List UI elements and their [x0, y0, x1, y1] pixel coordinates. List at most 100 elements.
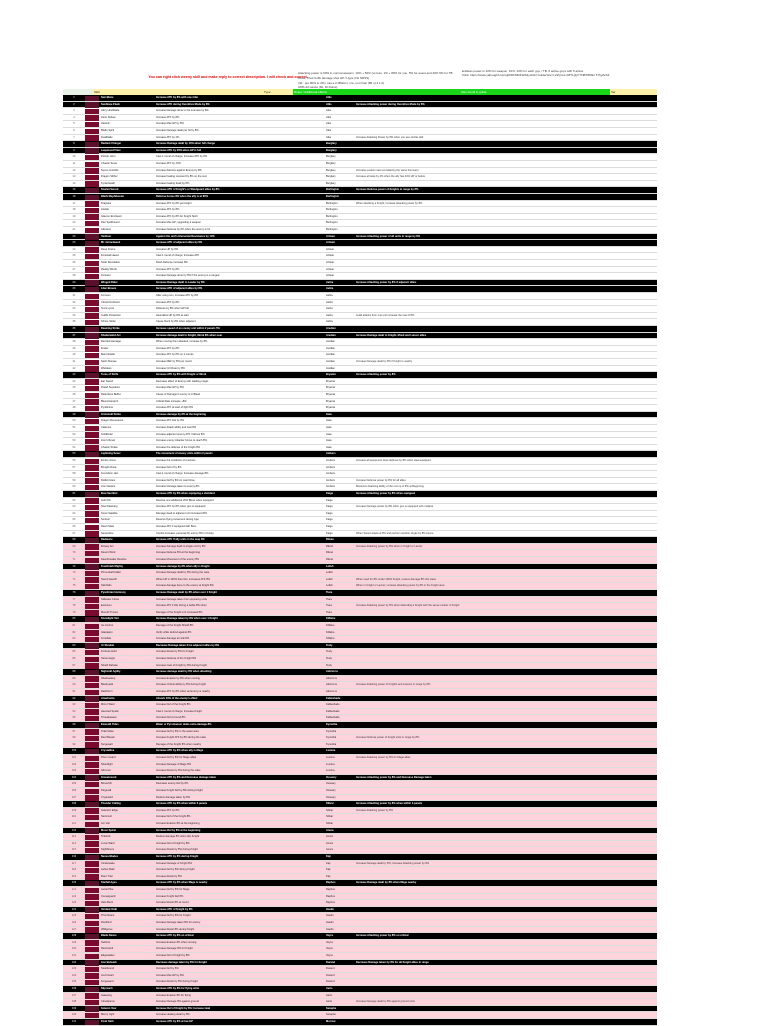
skill-effect[interactable]: Increase ATK by 8% with Knight or Monk [156, 373, 207, 377]
skill-type[interactable]: Gaelin [326, 921, 334, 924]
skill-effect[interactable]: Increase HP by 8% [156, 247, 179, 251]
skill-note[interactable] [356, 900, 531, 907]
skill-type[interactable]: Anura [326, 828, 334, 832]
table-row[interactable]: 21 Adesium Increase Defense by 8% when the… [63, 227, 657, 234]
skill-name[interactable]: Galewing [101, 993, 112, 997]
skill-note[interactable] [356, 610, 531, 617]
skill-type[interactable]: Aredian [326, 366, 335, 370]
table-row[interactable]: 109 Galvanic Edge Increase ATK by 8% Sillva… [63, 807, 657, 815]
table-row[interactable]: 79 Moonlit Trance Damage of the Knight uni… [63, 609, 657, 617]
skill-name[interactable]: Flowey Arc [101, 544, 114, 548]
skill-name[interactable]: Forestall Haven [101, 254, 120, 258]
skill-note[interactable] [356, 927, 531, 934]
skill-note[interactable] [356, 537, 531, 544]
skill-note[interactable]: When used for 8% under 100% Knight, rece… [356, 577, 437, 581]
skill-effect[interactable]: Against the unit's Elemental Resistance … [156, 234, 215, 238]
table-row[interactable]: 130 Razorwind Increase Damage 8% for Knigh… [63, 946, 657, 953]
skill-effect[interactable]: Increase Damage dealt by 10% when full c… [156, 142, 215, 146]
skill-name[interactable]: Noel Kalebarg [101, 505, 118, 509]
skill-type[interactable]: Adonis Ia [326, 676, 337, 680]
skill-name[interactable]: Astral Pike [101, 888, 114, 891]
table-row[interactable]: 42 Wieldess Increase Crit Rate by 8% Aredia… [63, 365, 657, 373]
skill-type[interactable]: Durand [326, 967, 335, 971]
skill-effect[interactable]: Increase Defense by 8% when the enemy is… [156, 228, 211, 231]
skill-note[interactable] [356, 643, 531, 650]
skill-name[interactable]: Winged Rider [101, 280, 118, 284]
skill-note[interactable]: Increase all stats by 4% when the ally h… [356, 175, 425, 179]
skill-effect[interactable]: Damage of the Knight Shield 8% [156, 624, 194, 627]
skill-effect[interactable]: Increase ATK by 8% [156, 300, 180, 304]
skill-name[interactable]: Arc Veil [101, 822, 110, 825]
skill-type[interactable]: Anura [326, 848, 333, 852]
skill-name[interactable]: Dragstra [101, 201, 111, 205]
table-row[interactable]: 91 Darkthorn Increase ATK by 8% when an En… [63, 689, 657, 696]
skill-name[interactable]: Finder [101, 346, 109, 350]
skill-effect[interactable]: Increase Damage dealt by 8% during the L… [156, 571, 210, 575]
skill-effect[interactable]: Heal allies HP by 8% at start [156, 313, 189, 317]
skill-type[interactable]: Gaia [326, 426, 332, 429]
skill-note[interactable] [356, 742, 531, 749]
table-row[interactable]: 123 Halo Burst Increase Resist 8% at round… [63, 900, 657, 907]
skill-note[interactable]: Increase Attacking power by 8% if adjace… [356, 280, 417, 284]
skill-effect[interactable]: Increase ATK by 20% when HP is full [156, 148, 202, 152]
skill-type[interactable]: Veyra [326, 934, 333, 938]
skill-effect[interactable]: Increase Defense 8% at the beginning [156, 551, 200, 555]
skill-effect[interactable]: Increase ATK by 8% [156, 346, 180, 350]
skill-type[interactable]: Tiara [326, 604, 332, 608]
skill-type[interactable]: Kaige [326, 531, 333, 535]
skill-effect[interactable]: Increase ATK by 8% for Knight Spirit [156, 214, 198, 218]
table-row[interactable]: 54 Chaotic Strata Increase the defense of … [63, 444, 657, 452]
skill-name[interactable]: Radiant Charger [101, 142, 122, 146]
table-row[interactable]: 92 Anachorite Absorb 40% of the enemy's ef… [63, 695, 657, 703]
skill-note[interactable]: Guild attacks from one unit increase the… [356, 313, 415, 317]
table-row[interactable]: 110 Stormcoil Increase Def of the Knight 8… [63, 814, 657, 821]
skill-note[interactable] [356, 451, 531, 458]
skill-type[interactable]: Bryanta [326, 379, 335, 383]
skill-note[interactable] [356, 709, 531, 716]
skill-note[interactable] [356, 676, 531, 683]
skill-note[interactable] [356, 181, 531, 188]
skill-name[interactable]: Skinfolds [101, 584, 112, 588]
skill-note[interactable] [356, 207, 531, 214]
skill-type[interactable]: Durand [326, 980, 335, 984]
skill-effect[interactable]: Increase ATK by 8% for flying units [156, 987, 200, 990]
skill-type[interactable]: Adonis Ia [326, 670, 338, 674]
skill-effect[interactable]: Increase Damage 8% for Knight [156, 947, 193, 951]
table-row[interactable]: 63 Noel Kalebarg Increase ATK by 8% when g… [63, 504, 657, 511]
skill-type[interactable]: Artisan [326, 247, 335, 251]
skill-effect[interactable]: Increase Def of by 8% [156, 465, 182, 469]
skill-effect[interactable]: Increase Damage of Mage 8% [156, 762, 192, 766]
skill-effect[interactable]: Increase ATK if ally units in the map 8% [156, 538, 205, 542]
skill-effect[interactable]: Decrease enemy Def by 8% [156, 782, 189, 786]
table-row[interactable]: 64 Snow Satellite Damage dealt to adjacent… [63, 510, 657, 518]
table-row[interactable]: 60 Lion Dartant Increase Damage taken to e… [63, 484, 657, 491]
skill-name[interactable]: Guilds Protection [101, 313, 121, 317]
skill-effect[interactable]: Increase Damage taken 8% for enemy [156, 921, 201, 924]
skill-type[interactable]: Raphos [326, 894, 335, 898]
skill-name[interactable]: Kyrial Heath [101, 181, 116, 185]
skill-effect[interactable]: Increase Attack ability and cast 8% [156, 426, 197, 429]
skill-note[interactable] [356, 154, 531, 161]
skill-note[interactable]: Increase Defense power by 8% for all all… [356, 478, 406, 482]
skill-name[interactable]: Nyxen Invisible [101, 168, 119, 172]
skill-name[interactable]: Serpentine [101, 531, 114, 535]
skill-name[interactable]: Stormcoil [101, 815, 112, 819]
skill-note[interactable] [356, 649, 531, 656]
skill-name[interactable]: Solemn Vow [101, 1006, 117, 1010]
table-row[interactable]: 89 Shadowstep Increase Evasion by 8% when … [63, 675, 657, 683]
skill-type[interactable]: Lelish [326, 584, 333, 588]
skill-name[interactable]: Pyridimine [101, 406, 114, 410]
skill-type[interactable]: Rilvan [326, 538, 334, 542]
table-row[interactable]: 82 Glaciation Verify while defend against … [63, 629, 657, 637]
table-row[interactable]: 70 Desert Wind Increase Defense 8% at the … [63, 550, 657, 557]
table-row[interactable]: 22 Vanhuer Against the unit's Elemental Re… [63, 233, 657, 241]
skill-note[interactable] [356, 570, 531, 577]
skill-effect[interactable]: Receive one additional 20% Bless when eq… [156, 498, 214, 502]
skill-name[interactable]: Dan Spellbound [101, 221, 120, 225]
skill-note[interactable] [356, 346, 531, 353]
skill-type[interactable]: Rilvan [326, 544, 334, 548]
skill-type[interactable]: Kymotha [326, 729, 337, 733]
skill-effect[interactable]: Decrease Damage taken from adjacent alli… [156, 643, 220, 647]
skill-note[interactable] [356, 702, 531, 709]
skill-type[interactable]: Artisan [326, 254, 335, 258]
